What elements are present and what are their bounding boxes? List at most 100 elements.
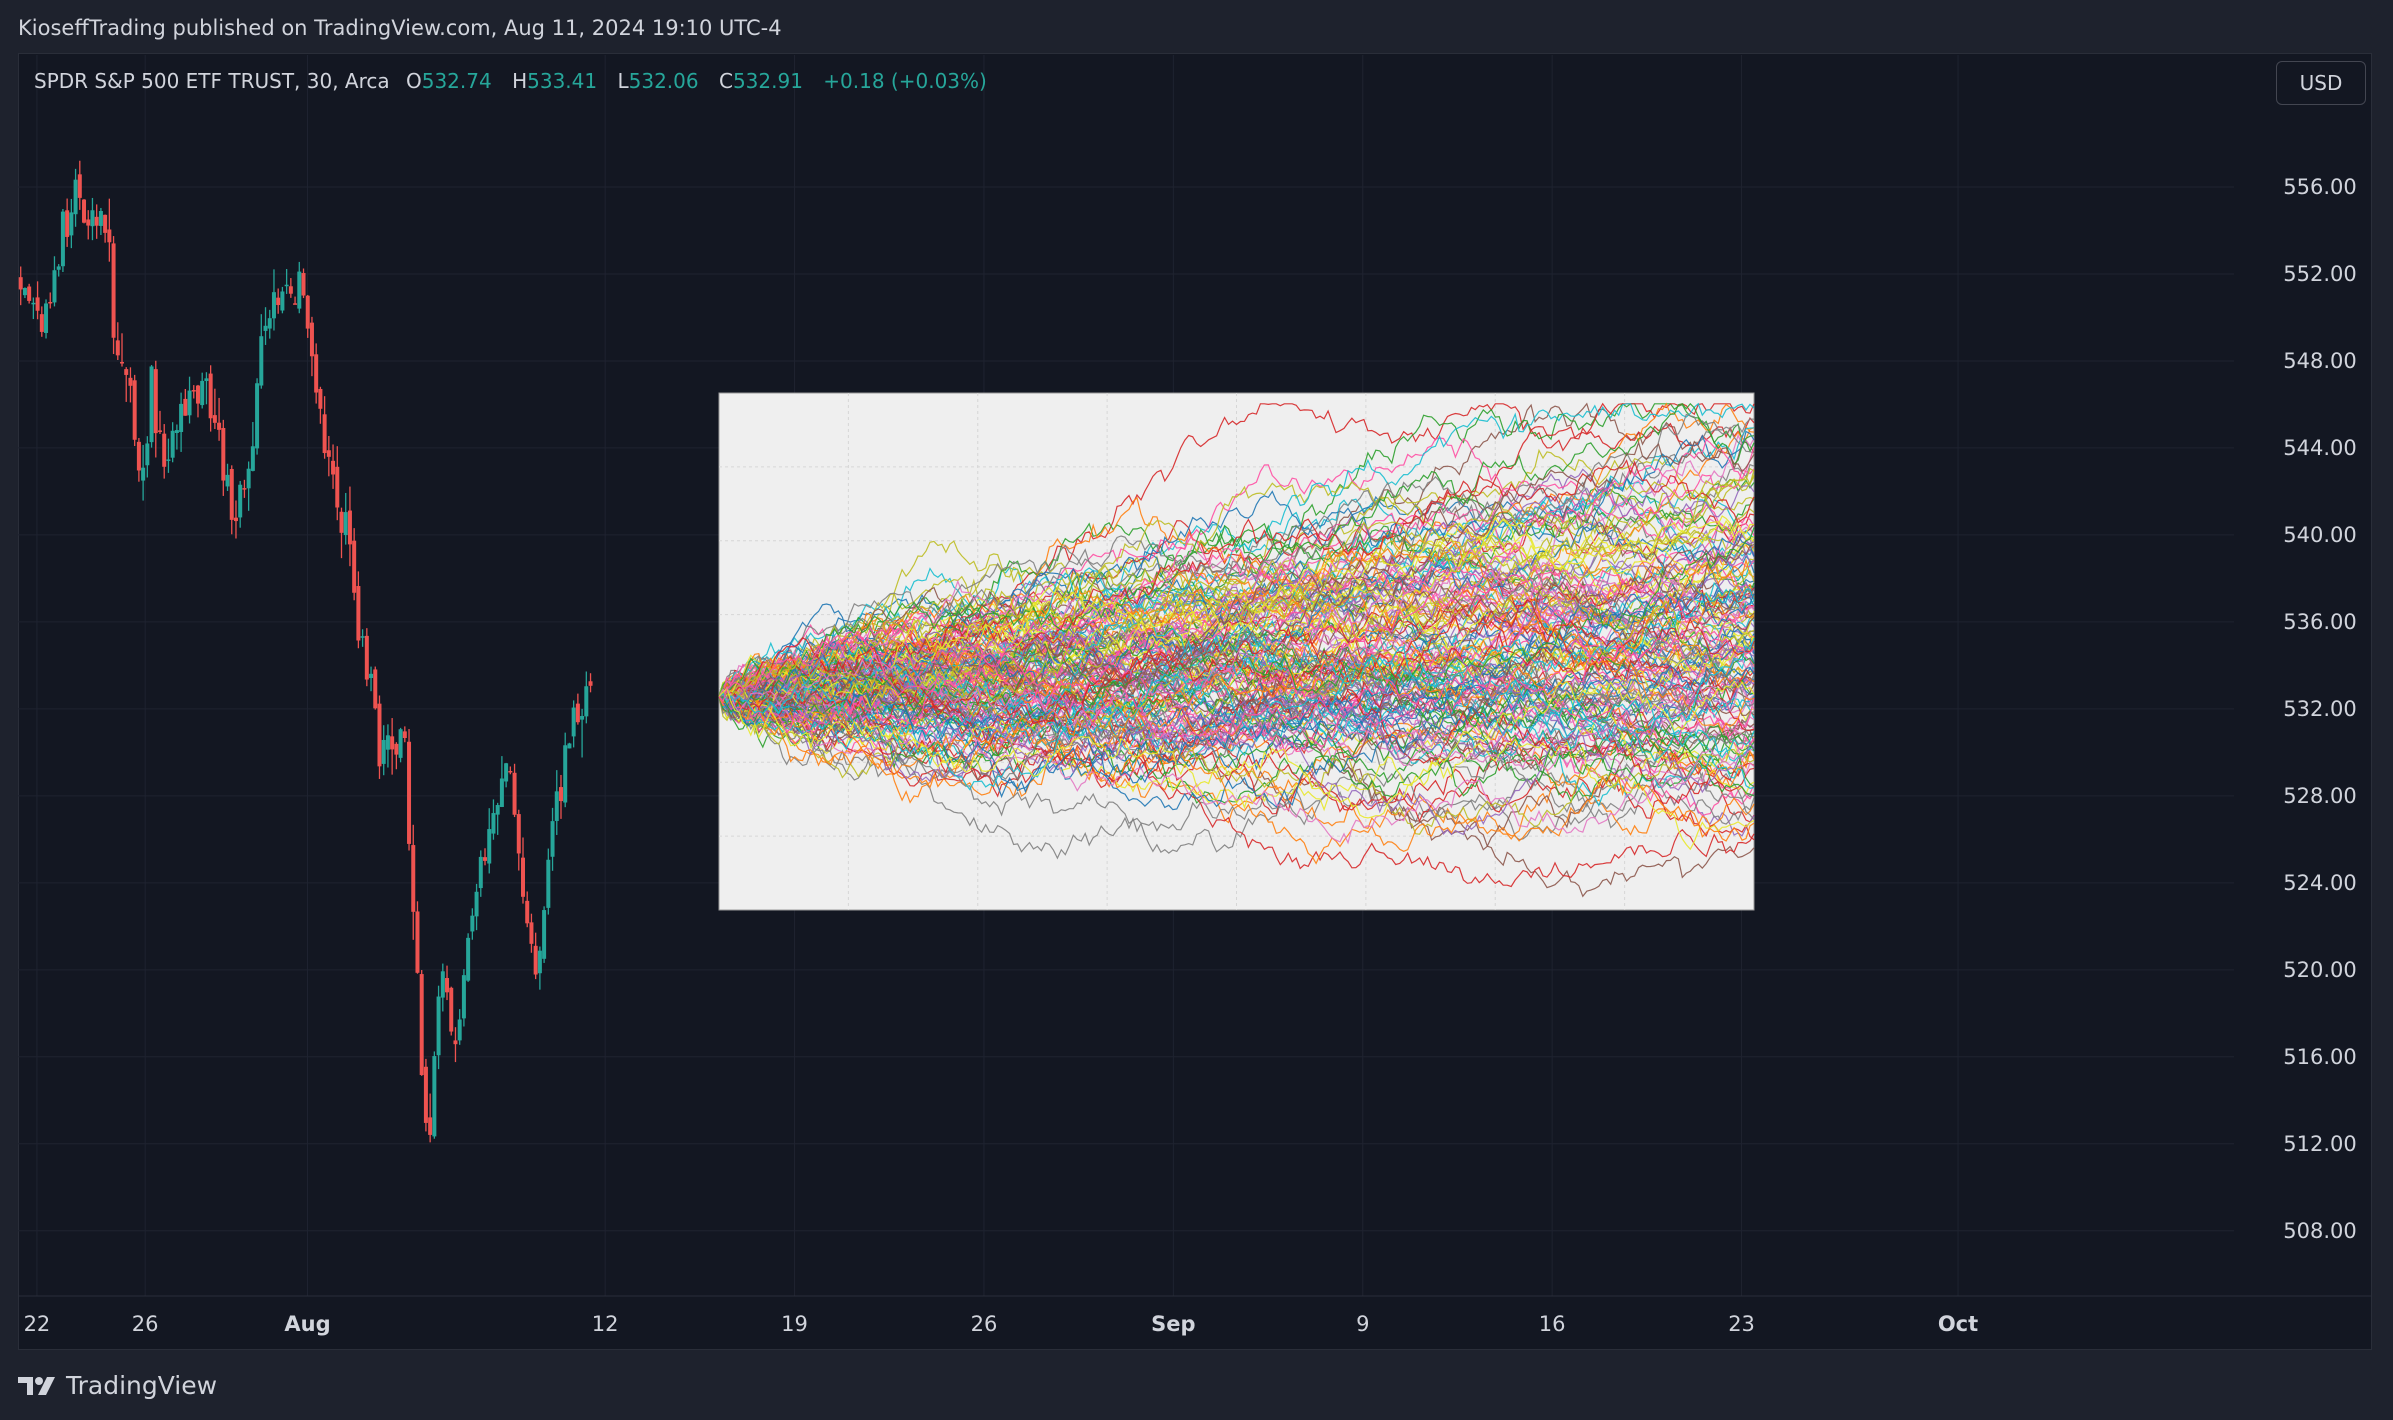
candle-body [293,303,298,305]
candle-body [103,214,108,233]
simulated-path-line [718,684,1755,798]
candle-body [162,433,167,467]
candle-body [250,446,255,471]
candle-body [174,430,179,434]
candle-body [487,829,492,864]
simulated-path-line [718,691,1755,865]
candle-body [331,460,336,475]
time-tick-label: 19 [781,1312,808,1336]
price-tick-label: 552.00 [2283,262,2356,286]
candle-body [402,731,407,739]
simulated-path-line [718,572,1755,783]
price-tick-label: 556.00 [2283,175,2356,199]
candle-body [229,469,234,520]
candle-body [124,369,129,375]
simulated-path-line [718,438,1755,697]
candle-body [377,703,382,767]
publication-header: KioseffTrading published on TradingView.… [18,16,782,40]
simulated-path-line [718,440,1755,782]
candle-body [580,716,585,720]
simulated-path-line [718,599,1755,725]
candle-body [322,414,327,454]
open-value: 532.74 [421,69,492,93]
candle-body [288,286,293,294]
candle-body [170,430,175,458]
candle-body [550,821,555,857]
candle-body [584,686,589,717]
candle-body [297,271,302,309]
candle-body [318,388,323,409]
time-tick-label: 9 [1356,1312,1369,1336]
candle-body [461,975,466,1019]
candle-body [466,937,471,981]
candle-body [145,443,150,466]
time-axis[interactable]: 22 26 Aug 12 19 26 Sep 9 16 23 Oct [18,1295,2372,1336]
candle-body [364,635,369,680]
time-tick-label: 26 [971,1312,998,1336]
candle-body [390,736,395,750]
tradingview-logo[interactable]: TradingView [18,1368,217,1404]
simulated-path-line [718,646,1755,783]
candle-body [428,1117,433,1135]
low-label: L [617,69,629,93]
symbol-legend: SPDR S&P 500 ETF TRUST, 30, Arca O532.74… [34,65,1001,97]
simulated-path-line [718,674,1755,760]
simulated-path-line [718,490,1755,703]
candle-body [204,378,209,382]
candlestick-series [18,160,593,1143]
candle-body [77,174,82,198]
candle-body [39,314,44,332]
candle-body [445,978,450,993]
simulated-path-line [718,517,1755,713]
candle-body [259,336,264,386]
time-tick-label: 23 [1728,1312,1755,1336]
candle-body [22,287,27,296]
candle-body [187,390,192,416]
candle-body [48,301,53,304]
candle-body [478,856,483,889]
candle-body [385,735,390,750]
simulated-path-line [718,628,1755,738]
candle-body [504,763,509,782]
time-tick-label: Sep [1151,1312,1195,1336]
candle-body [571,707,576,737]
candle-body [411,845,416,912]
candle-body [94,216,99,226]
tradingview-logo-text: TradingView [66,1371,218,1400]
open-label: O [405,69,422,93]
candle-body [373,669,378,709]
price-axis[interactable]: 556.00 552.00 548.00 544.00 540.00 536.00 532.… [2283,175,2356,1243]
price-tick-label: 516.00 [2283,1045,2356,1069]
simulated-path-line [718,430,1755,711]
candle-body [35,297,40,311]
candle-body [60,211,65,267]
candle-body [398,729,403,758]
time-tick-label: 22 [24,1312,51,1336]
simulated-path-line [718,428,1755,698]
candle-body [263,325,268,331]
candle-body [470,915,475,932]
simulated-path-line [718,569,1755,734]
candle-body [52,270,57,303]
candle-body [575,703,580,723]
simulated-path-line [718,575,1755,736]
monte-carlo-inset [718,392,1755,911]
candle-body [115,340,120,356]
candle-body [120,361,125,364]
change-value: +0.18 (+0.03%) [823,69,987,93]
candle-body [284,284,289,287]
candle-body [415,911,420,973]
candle-body [90,210,95,227]
time-tick-label: 16 [1539,1312,1566,1336]
candle-body [423,1066,428,1123]
candle-body [533,945,538,975]
candle-body [107,229,112,243]
simulated-path-line [718,448,1755,700]
currency-button[interactable]: USD [2276,61,2366,105]
candle-body [225,474,230,487]
candle-body [508,770,513,773]
candle-body [271,292,276,319]
candle-body [436,996,441,1056]
simulated-path-line [718,544,1755,719]
